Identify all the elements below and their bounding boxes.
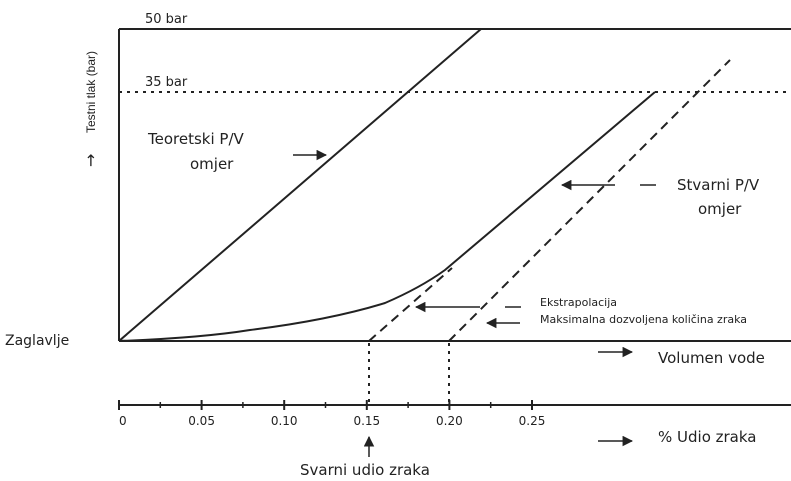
extrapolation-line: [368, 267, 453, 342]
actual-label-line1: Stvarni P/V: [677, 176, 760, 194]
air-axis-tick-label: 0.15: [353, 414, 380, 428]
air-axis-label: % Udio zraka: [658, 428, 756, 446]
theoretical-pv-line: [118, 28, 482, 342]
line-50-label: 50 bar: [145, 12, 188, 27]
actual-pv-curve: [118, 91, 656, 342]
theoretical-label-line2: omjer: [190, 155, 234, 173]
max-air-label: Maksimalna dozvoljena količina zraka: [540, 313, 747, 326]
extrapolation-label: Ekstrapolacija: [540, 296, 617, 309]
max-air-line: [448, 59, 731, 342]
air-axis-tick-label: 0: [119, 414, 127, 428]
air-axis-tick-label: 0.05: [188, 414, 215, 428]
pressure-axis-label: Testni tlak (bar): [84, 51, 98, 133]
actual-air-label: Svarni udio zraka: [300, 461, 430, 479]
air-axis-tick-label: 0.20: [436, 414, 463, 428]
origin-label: Zaglavlje: [5, 333, 69, 349]
volume-axis-label: Volumen vode: [658, 349, 765, 367]
theoretical-label-line1: Teoretski P/V: [147, 130, 245, 148]
air-axis-tick-label: 0.25: [519, 414, 546, 428]
actual-label-line2: omjer: [698, 200, 742, 218]
pressure-axis-arrow: →: [81, 154, 100, 167]
line-35-label: 35 bar: [145, 75, 188, 90]
air-axis-ticks: 0 0.05 0.10 0.15 0.20 0.25: [118, 400, 546, 428]
air-axis-tick-label: 0.10: [271, 414, 298, 428]
